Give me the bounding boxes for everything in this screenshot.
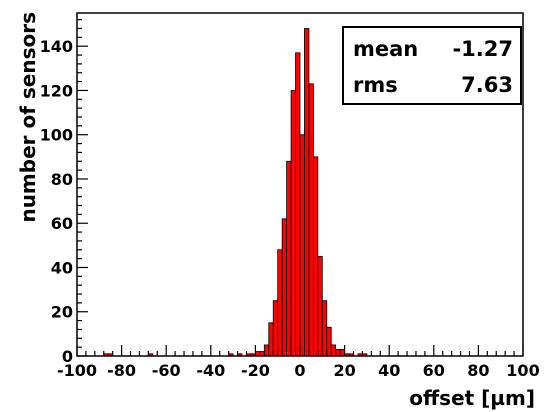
histogram-bar: [268, 322, 274, 357]
histogram-bar: [304, 28, 310, 357]
stats-box: mean -1.27 rms 7.63: [342, 26, 522, 105]
histogram-bar: [335, 348, 341, 357]
histogram-bar: [321, 300, 328, 357]
histogram-bar: [272, 300, 279, 357]
histogram-bar: [281, 218, 288, 357]
stats-mean-value: -1.27: [452, 37, 513, 61]
histogram-bar: [326, 326, 332, 357]
y-tick-label: 20: [51, 303, 73, 322]
x-tick-label: -40: [196, 361, 225, 380]
ticks-layer: -100 -80 -60 -40 -20 0 20 40 60 80 100 0 20 40 60 80 100…: [40, 19, 540, 380]
y-axis-label: number of sensors: [16, 12, 40, 223]
histogram-bar: [290, 90, 296, 357]
y-tick-label: 120: [40, 81, 73, 100]
x-tick-label: -80: [107, 361, 136, 380]
histogram-bar: [330, 344, 337, 357]
bars-layer: [103, 28, 368, 357]
x-tick-label: 60: [423, 361, 445, 380]
stats-mean-label: mean: [353, 37, 418, 61]
y-tick-label: 80: [51, 170, 73, 189]
histogram-bar: [339, 348, 346, 357]
stats-box-border: [342, 26, 522, 105]
stats-rms-value: 7.63: [461, 73, 513, 97]
histogram-bar: [312, 156, 319, 357]
x-tick-label: 100: [506, 361, 539, 380]
x-tick-label: -100: [57, 361, 97, 380]
x-axis-label: offset [µm]: [409, 386, 535, 410]
histogram-bar: [277, 249, 283, 357]
x-tick-label: 0: [294, 361, 305, 380]
y-tick-label: 40: [51, 258, 73, 277]
x-tick-label: 40: [378, 361, 400, 380]
y-tick-label: 100: [40, 126, 73, 145]
histogram-bar: [317, 256, 323, 357]
x-tick-label: 20: [333, 361, 355, 380]
histogram-bar: [286, 160, 292, 357]
x-tick-label: -20: [241, 361, 270, 380]
histogram-bar: [263, 344, 270, 357]
y-tick-label: 140: [40, 37, 73, 56]
x-tick-label: 80: [467, 361, 489, 380]
histogram-bar: [299, 134, 305, 357]
histogram-bar: [308, 83, 314, 357]
stats-rms-label: rms: [353, 73, 398, 97]
histogram-bar: [295, 52, 301, 357]
y-tick-label: 0: [62, 347, 73, 366]
y-tick-label: 60: [51, 214, 73, 233]
x-tick-label: -60: [152, 361, 181, 380]
